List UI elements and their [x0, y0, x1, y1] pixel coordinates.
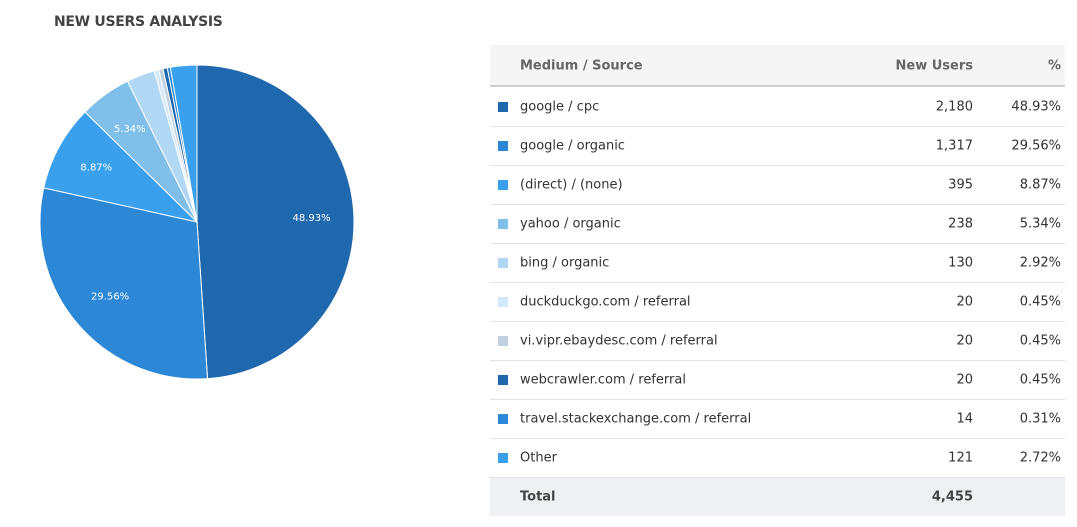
row-name: google / organic [520, 139, 625, 154]
row-users: 20 [956, 334, 973, 349]
row-percent: 5.34% [1020, 217, 1061, 232]
pie-slice [43, 111, 199, 223]
total-row-bg [490, 477, 1065, 516]
row-name: yahoo / organic [520, 217, 621, 232]
row-users: 395 [948, 178, 973, 193]
legend-swatch [498, 180, 508, 190]
row-name: duckduckgo.com / referral [520, 295, 691, 310]
row-name: Other [520, 451, 558, 466]
row-name: (direct) / (none) [520, 178, 623, 193]
legend-swatch [498, 336, 508, 346]
slice-label: 5.34% [114, 124, 146, 135]
pie-slice [169, 64, 198, 223]
total-label: Total [520, 490, 556, 505]
header-cell: % [1048, 59, 1061, 74]
row-percent: 2.92% [1020, 256, 1061, 271]
row-name: vi.vipr.ebaydesc.com / referral [520, 334, 718, 349]
row-percent: 0.45% [1020, 373, 1061, 388]
legend-swatch [498, 297, 508, 307]
row-users: 1,317 [936, 139, 973, 154]
legend-swatch [498, 453, 508, 463]
header-cell: Medium / Source [520, 59, 643, 74]
slice-label: 29.56% [91, 292, 129, 303]
pie-slice [39, 187, 209, 380]
row-percent: 0.45% [1020, 295, 1061, 310]
widget-title: NEW USERS ANALYSIS [54, 14, 223, 30]
row-percent: 8.87% [1020, 178, 1061, 193]
row-users: 14 [956, 412, 973, 427]
row-users: 121 [948, 451, 973, 466]
row-name: bing / organic [520, 256, 609, 271]
legend-swatch [498, 375, 508, 385]
row-name: webcrawler.com / referral [520, 373, 686, 388]
header-cell: New Users [896, 59, 974, 74]
row-percent: 2.72% [1020, 451, 1061, 466]
row-users: 20 [956, 295, 973, 310]
legend-swatch [498, 414, 508, 424]
row-name: travel.stackexchange.com / referral [520, 412, 751, 427]
row-users: 130 [948, 256, 973, 271]
table-header-bg [490, 45, 1065, 86]
row-percent: 0.45% [1020, 334, 1061, 349]
row-users: 20 [956, 373, 973, 388]
row-users: 2,180 [936, 100, 973, 115]
legend-swatch [498, 102, 508, 112]
legend-swatch [498, 258, 508, 268]
row-percent: 29.56% [1011, 139, 1061, 154]
slice-label: 48.93% [292, 213, 330, 224]
legend-swatch [498, 141, 508, 151]
row-users: 238 [948, 217, 973, 232]
total-value: 4,455 [932, 490, 973, 505]
pie-slice [196, 64, 355, 380]
row-percent: 48.93% [1011, 100, 1061, 115]
row-percent: 0.31% [1020, 412, 1061, 427]
row-name: google / cpc [520, 100, 599, 115]
slice-label: 8.87% [80, 162, 112, 173]
legend-swatch [498, 219, 508, 229]
